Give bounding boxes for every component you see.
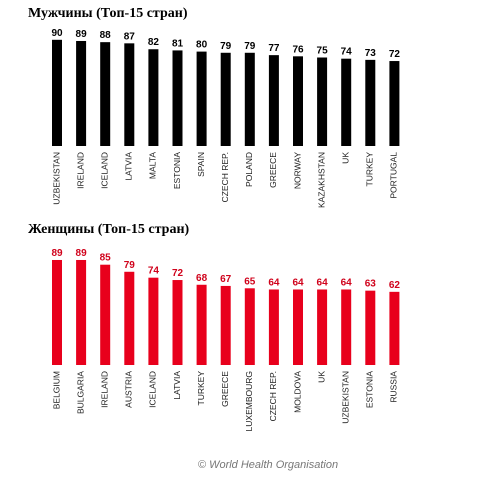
value-label: 64	[292, 277, 304, 288]
chart-title: Женщины (Топ-15 стран)	[28, 222, 190, 237]
bar	[76, 40, 87, 147]
category-label: ICELAND	[99, 152, 109, 189]
category-label: UZBEKISTAN	[51, 152, 61, 205]
bar	[148, 277, 159, 365]
category-label: AUSTRIA	[124, 371, 134, 408]
category-label: TURKEY	[365, 152, 375, 187]
value-label: 63	[365, 279, 377, 290]
value-label: 77	[268, 43, 280, 54]
bar	[268, 55, 279, 146]
category-label: RUSSIA	[389, 371, 399, 403]
bar	[341, 58, 352, 146]
value-label: 76	[292, 44, 304, 55]
bar	[389, 61, 400, 146]
value-label: 87	[124, 31, 136, 42]
value-label: 80	[196, 40, 208, 51]
bar	[124, 43, 135, 147]
value-label: 64	[317, 277, 329, 288]
category-label: UZBEKISTAN	[340, 371, 350, 424]
bar	[317, 57, 328, 146]
value-label: 81	[172, 38, 184, 49]
category-label: MALTA	[148, 152, 158, 179]
value-label: 62	[389, 280, 401, 291]
category-label: IRELAND	[75, 152, 85, 189]
value-label: 89	[51, 248, 63, 259]
bar	[365, 59, 376, 146]
category-label: BULGARIA	[75, 371, 85, 414]
category-label: PORTUGAL	[389, 152, 399, 199]
value-label: 85	[100, 253, 112, 264]
bar	[244, 288, 255, 365]
bar	[244, 52, 255, 146]
value-label: 68	[196, 273, 208, 284]
category-label: KAZAKHSTAN	[316, 152, 326, 208]
category-label: ESTONIA	[172, 152, 182, 189]
bar	[76, 259, 87, 365]
bar	[293, 56, 303, 146]
category-label: ICELAND	[148, 371, 158, 408]
category-label: BELGIUM	[51, 371, 61, 409]
value-label: 64	[268, 277, 280, 288]
category-label: GREECE	[268, 152, 278, 188]
category-label: LATVIA	[172, 371, 182, 400]
value-label: 73	[365, 48, 377, 59]
value-label: 88	[100, 30, 112, 41]
bar	[341, 289, 352, 365]
bar	[52, 39, 62, 146]
category-label: TURKEY	[196, 371, 206, 406]
bar	[389, 291, 400, 365]
bar	[196, 284, 207, 365]
category-label: SPAIN	[196, 152, 206, 177]
value-label: 72	[389, 49, 401, 60]
category-label: IRELAND	[99, 371, 109, 408]
category-label: POLAND	[244, 152, 254, 187]
category-label: LUXEMBOURG	[244, 371, 254, 431]
credit: © World Health Organisation	[198, 459, 338, 471]
bar	[100, 42, 111, 146]
value-label: 89	[76, 248, 88, 259]
value-label: 72	[172, 268, 184, 279]
bar	[172, 50, 183, 146]
bar	[220, 52, 231, 146]
bar	[100, 264, 111, 365]
bar	[172, 280, 183, 365]
bar	[365, 290, 376, 365]
category-label: GREECE	[220, 371, 230, 407]
bar	[293, 289, 303, 365]
value-label: 79	[220, 41, 232, 52]
value-label: 67	[220, 274, 232, 285]
bar	[124, 271, 135, 365]
bar	[148, 49, 159, 146]
value-label: 82	[148, 37, 160, 48]
category-label: CZECH REP.	[220, 152, 230, 202]
value-label: 64	[341, 277, 353, 288]
value-label: 65	[244, 276, 256, 287]
category-label: UK	[316, 371, 326, 383]
bar	[317, 289, 328, 365]
value-label: 74	[341, 47, 353, 58]
chart-title: Мужчины (Топ-15 стран)	[28, 6, 188, 21]
category-label: CZECH REP.	[268, 371, 278, 421]
category-label: ESTONIA	[365, 371, 375, 408]
value-label: 75	[317, 46, 329, 57]
category-label: MOLDOVA	[292, 371, 302, 413]
bar	[196, 51, 207, 146]
bar	[268, 289, 279, 365]
value-label: 79	[124, 260, 136, 271]
bar	[52, 259, 62, 365]
value-label: 89	[76, 29, 88, 40]
category-label: NORWAY	[292, 152, 302, 189]
value-label: 74	[148, 266, 160, 277]
value-label: 79	[244, 41, 256, 52]
value-label: 90	[51, 28, 63, 39]
category-label: UK	[340, 152, 350, 164]
bar	[220, 285, 231, 365]
category-label: LATVIA	[124, 152, 134, 181]
